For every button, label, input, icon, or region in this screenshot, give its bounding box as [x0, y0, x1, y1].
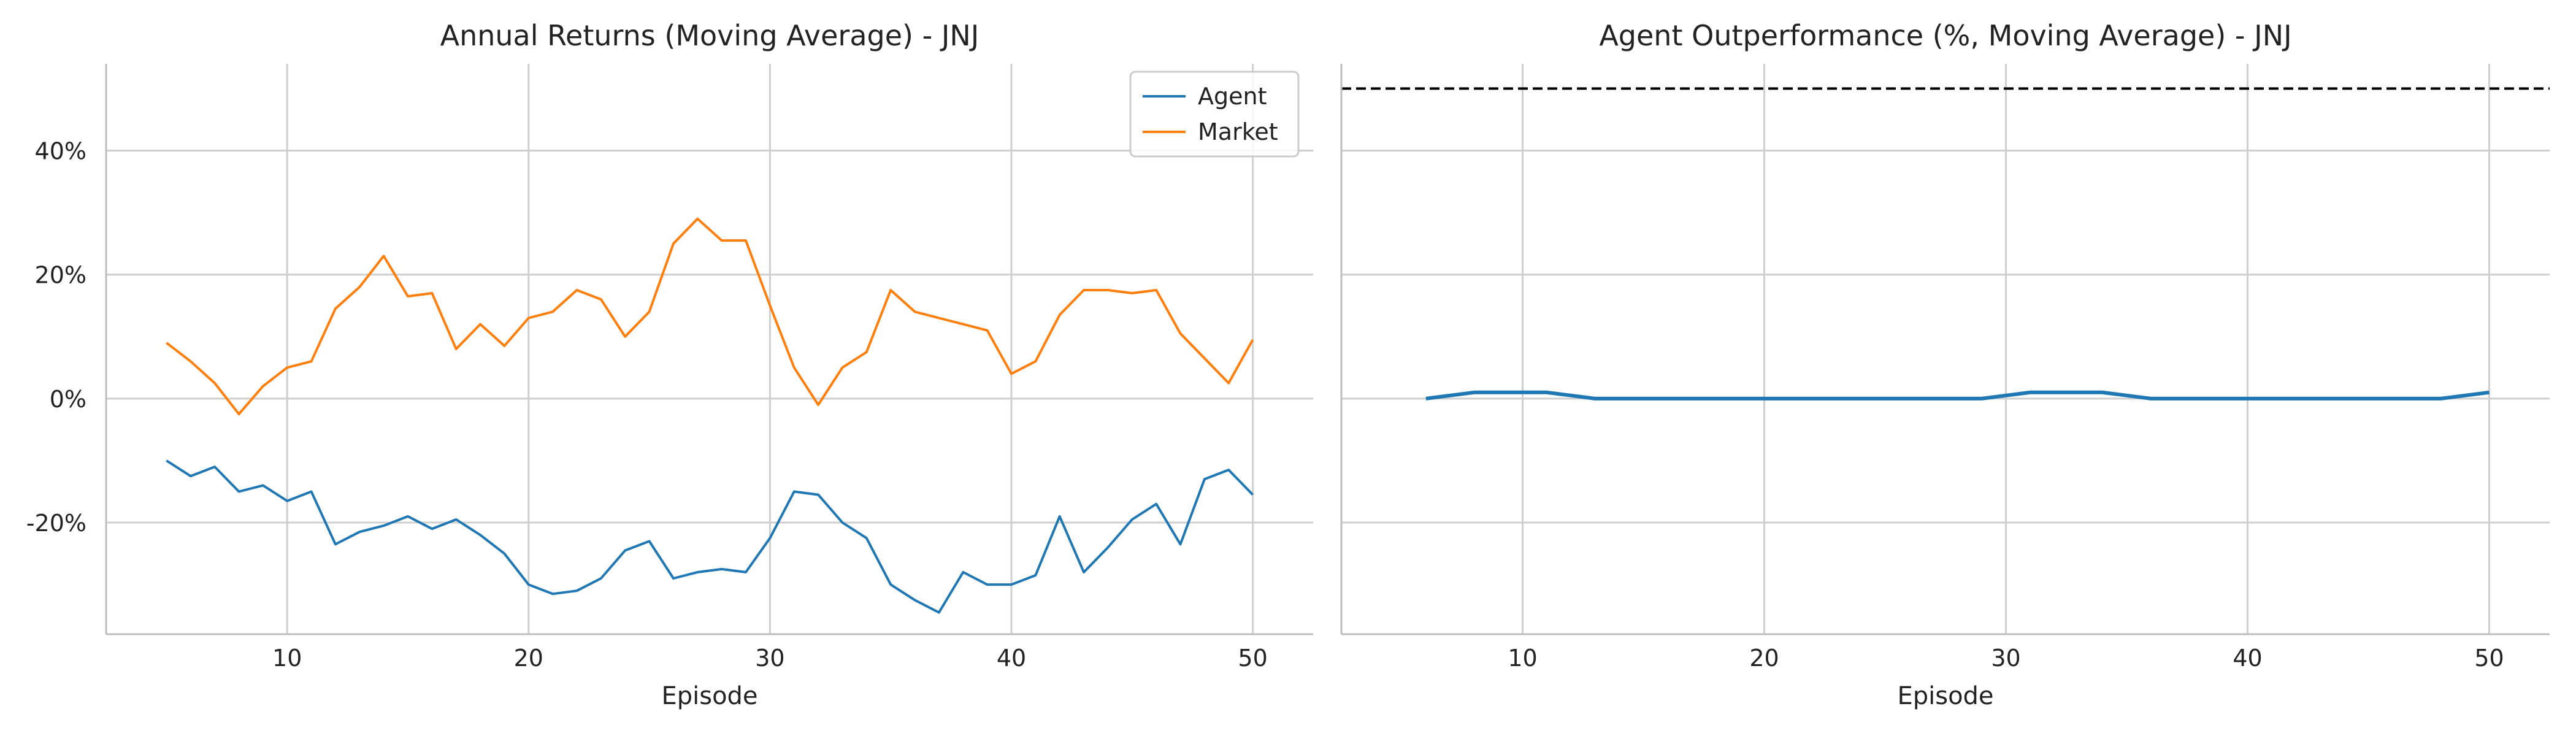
x-tick-label: 40	[2233, 645, 2262, 672]
x-tick-label: 30	[755, 645, 784, 672]
outperformance-chart: Agent Outperformance (%, Moving Average)…	[1340, 19, 2550, 710]
x-tick-label: 50	[1238, 645, 1267, 672]
tick-labels: 10 20 30 40 50 -20% 0% 20% 40%	[26, 138, 1268, 672]
grid	[106, 64, 1313, 634]
y-tick-label: 0%	[50, 386, 86, 413]
x-tick-label: 30	[1991, 645, 2020, 672]
x-tick-label: 20	[514, 645, 543, 672]
tick-labels: 10 20 30 40 50	[1508, 645, 2504, 672]
legend-box	[1129, 71, 1300, 158]
series-layer	[1341, 87, 2550, 401]
agent-series-line	[166, 459, 1254, 614]
legend-label: Market	[1198, 118, 1278, 145]
legend-label: Agent	[1198, 83, 1267, 110]
x-tick-label: 10	[272, 645, 302, 672]
legend: Agent Market	[1129, 71, 1300, 158]
x-tick-label: 40	[997, 645, 1026, 672]
x-tick-label: 50	[2474, 645, 2504, 672]
series-layer	[166, 217, 1254, 614]
x-axis-label: Episode	[661, 682, 757, 710]
market-series-line	[166, 217, 1254, 416]
x-axis-label: Episode	[1897, 682, 1993, 710]
y-tick-label: -20%	[26, 510, 86, 537]
chart-title: Annual Returns (Moving Average) - JNJ	[440, 19, 979, 52]
grid	[1341, 64, 2550, 634]
y-tick-label: 40%	[35, 138, 86, 165]
returns-chart: Annual Returns (Moving Average) - JNJ 10…	[26, 19, 1313, 710]
x-tick-label: 20	[1749, 645, 1779, 672]
y-tick-label: 20%	[35, 262, 86, 289]
axes-spines	[105, 64, 1313, 635]
outperformance-series-line	[1425, 390, 2490, 401]
x-tick-label: 10	[1508, 645, 1537, 672]
axes-spines	[1340, 64, 2550, 635]
chart-title: Agent Outperformance (%, Moving Average)…	[1599, 19, 2291, 52]
